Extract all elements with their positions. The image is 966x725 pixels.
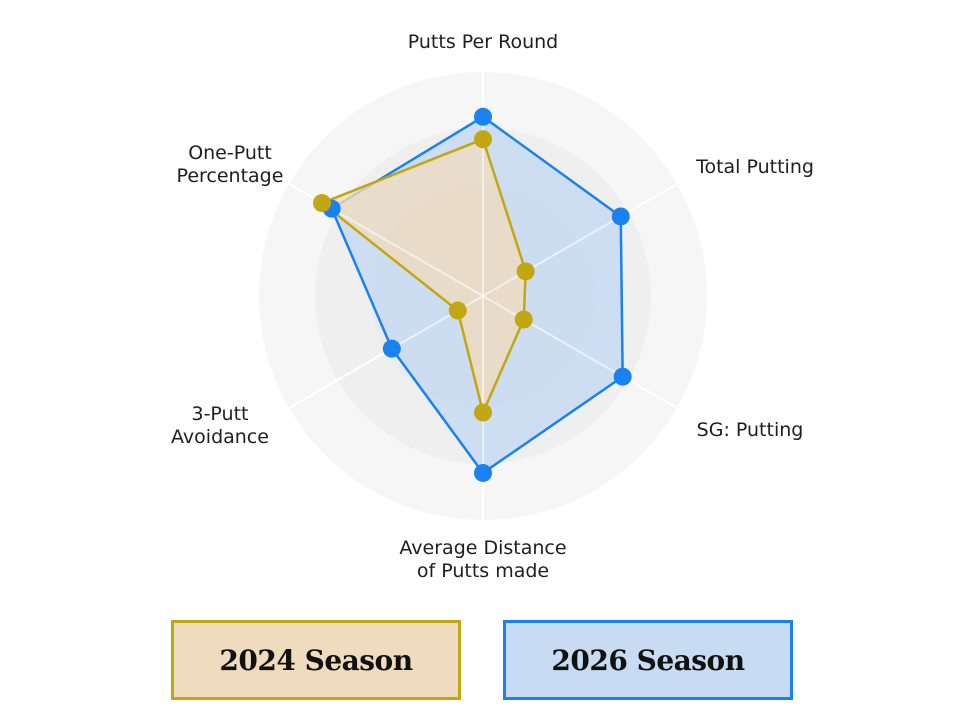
legend-label-2026: 2026 Season [551, 643, 745, 677]
axis-label-putts-per-round: Putts Per Round [407, 31, 559, 53]
data-point[interactable] [611, 207, 630, 226]
axis-label-average-distance: Average Distance of Putts made [399, 537, 567, 582]
data-point[interactable] [448, 301, 467, 320]
grid-spoke-overlay [482, 295, 678, 409]
data-point[interactable] [312, 194, 331, 213]
axis-label-total-putting: Total Putting [696, 156, 814, 178]
data-point[interactable] [474, 403, 492, 422]
grid-spoke-overlay [482, 183, 678, 297]
data-point[interactable] [613, 367, 632, 386]
data-point[interactable] [474, 130, 492, 149]
axis-label-sg-putting: SG: Putting [696, 419, 804, 441]
legend-item-2024-season[interactable]: 2024 Season [171, 620, 461, 700]
axis-label-three-putt-avoidance: 3-Putt Avoidance [171, 403, 269, 448]
data-point[interactable] [474, 463, 492, 482]
radar-chart [288, 72, 678, 520]
radar-series [288, 72, 678, 520]
axis-label-one-putt-percentage: One-Putt Percentage [176, 142, 284, 187]
data-point[interactable] [516, 262, 535, 281]
data-point[interactable] [474, 107, 492, 126]
data-point[interactable] [382, 339, 401, 358]
legend-label-2024: 2024 Season [219, 643, 413, 677]
data-point[interactable] [514, 310, 533, 329]
legend-item-2026-season[interactable]: 2026 Season [503, 620, 793, 700]
